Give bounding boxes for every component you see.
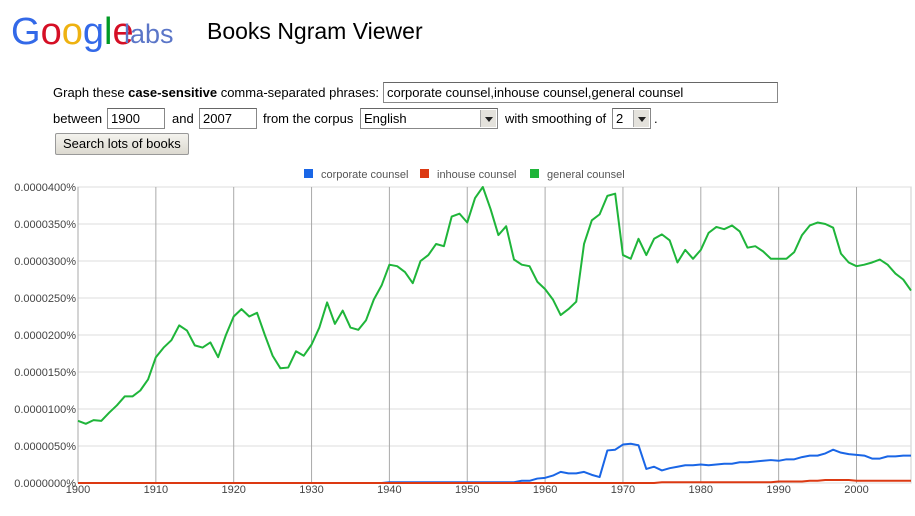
x-tick-label: 1920 xyxy=(221,484,245,496)
series-line xyxy=(78,479,911,484)
chart: 0.0000000% 0.0000050% 0.0000100% 0.0000150%… xyxy=(14,169,912,496)
legend-label: corporate counsel xyxy=(321,169,408,181)
x-tick-label: 1900 xyxy=(66,484,90,496)
x-tick-label: 1970 xyxy=(611,484,635,496)
x-tick-label: 2000 xyxy=(844,484,868,496)
and-label: and xyxy=(172,111,194,126)
phrases-input[interactable]: corporate counsel,inhouse counsel,genera… xyxy=(383,82,778,103)
y-tick-label: 0.0000400% xyxy=(14,182,76,194)
dropdown-arrow xyxy=(480,110,496,127)
corpus-label: from the corpus xyxy=(263,111,354,126)
legend-swatch xyxy=(530,169,539,178)
end-year-input[interactable]: 2007 xyxy=(199,108,257,129)
legend-label: inhouse counsel xyxy=(437,169,517,181)
smoothing-select[interactable]: 2 xyxy=(612,108,651,129)
smoothing-label: with smoothing of xyxy=(505,111,607,126)
x-tick-label: 1910 xyxy=(144,484,168,496)
y-tick-label: 0.0000250% xyxy=(14,293,76,305)
start-year-input[interactable]: 1900 xyxy=(107,108,165,129)
y-tick-label: 0.0000350% xyxy=(14,219,76,231)
y-tick-label: 0.0000050% xyxy=(14,441,76,453)
prompt-text: comma-separated phrases: xyxy=(220,85,379,100)
prompt: Graph these case-sensitive comma-separat… xyxy=(53,85,379,100)
y-tick-label: 0.0000100% xyxy=(14,404,76,416)
logo-suffix: labs xyxy=(124,19,174,49)
period: . xyxy=(654,111,658,126)
x-tick-label: 1990 xyxy=(766,484,790,496)
prompt-bold: case-sensitive xyxy=(128,85,218,100)
y-tick-label: 0.0000000% xyxy=(14,478,76,490)
corpus-value: English xyxy=(364,111,407,126)
logo: Google labs xyxy=(11,11,174,53)
smoothing-value: 2 xyxy=(616,111,624,126)
x-tick-label: 1950 xyxy=(455,484,479,496)
legend-swatch xyxy=(304,169,313,178)
y-tick-label: 0.0000150% xyxy=(14,367,76,379)
legend-swatch xyxy=(420,169,429,178)
dropdown-arrow xyxy=(633,110,649,127)
x-tick-label: 1940 xyxy=(377,484,401,496)
prompt-text: Graph these xyxy=(53,85,125,100)
x-tick-label: 1960 xyxy=(533,484,557,496)
x-tick-label: 1930 xyxy=(299,484,323,496)
between-label: between xyxy=(53,111,103,126)
corpus-select[interactable]: English xyxy=(360,108,498,129)
search-button[interactable]: Search lots of books xyxy=(55,133,189,155)
logo-brand: Google xyxy=(11,11,134,53)
page-title: Books Ngram Viewer xyxy=(207,18,423,44)
series-line xyxy=(77,186,912,425)
y-tick-label: 0.0000300% xyxy=(14,256,76,268)
legend-label: general counsel xyxy=(547,169,625,181)
y-tick-label: 0.0000200% xyxy=(14,330,76,342)
x-tick-label: 1980 xyxy=(689,484,713,496)
